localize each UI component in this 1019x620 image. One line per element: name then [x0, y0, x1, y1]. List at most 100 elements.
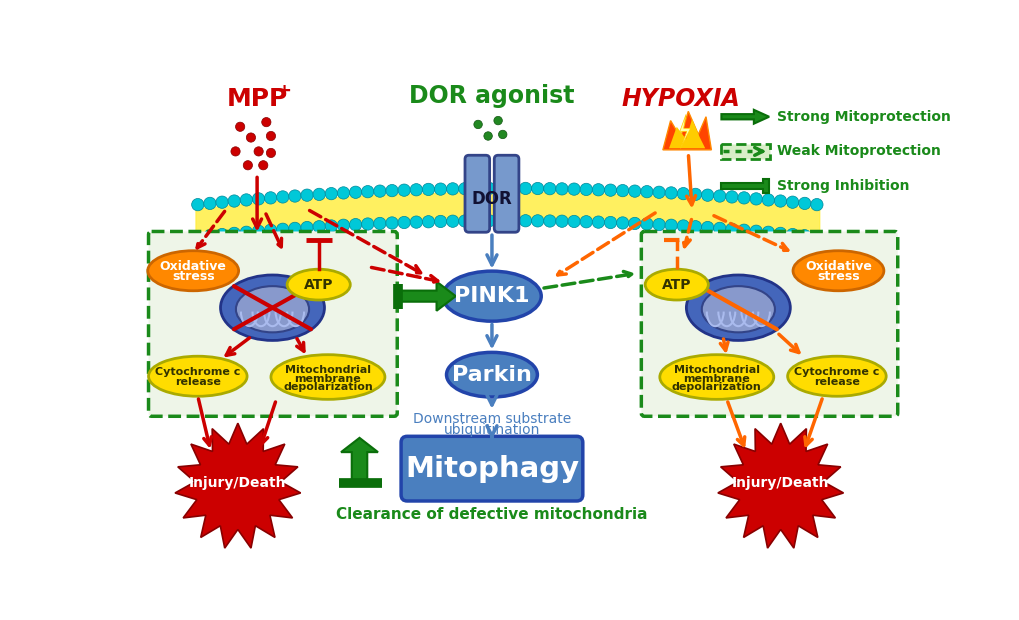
Circle shape	[243, 161, 253, 170]
Circle shape	[373, 217, 385, 229]
FancyBboxPatch shape	[641, 231, 897, 416]
Circle shape	[422, 216, 434, 228]
Text: Mitochondrial: Mitochondrial	[674, 365, 759, 375]
Circle shape	[337, 219, 350, 231]
Polygon shape	[340, 438, 378, 482]
Text: Mitochondrial: Mitochondrial	[284, 365, 371, 375]
Ellipse shape	[645, 269, 707, 300]
Text: DOR agonist: DOR agonist	[409, 84, 574, 108]
Polygon shape	[662, 112, 710, 150]
FancyBboxPatch shape	[465, 155, 489, 232]
Circle shape	[471, 182, 483, 195]
Circle shape	[786, 228, 798, 241]
Circle shape	[325, 220, 337, 232]
Circle shape	[276, 191, 288, 203]
Circle shape	[664, 219, 677, 231]
Circle shape	[276, 223, 288, 236]
Ellipse shape	[442, 271, 541, 321]
Circle shape	[798, 197, 810, 210]
Circle shape	[216, 196, 228, 208]
Circle shape	[652, 218, 664, 231]
Circle shape	[410, 184, 422, 196]
Circle shape	[761, 194, 773, 206]
Circle shape	[288, 190, 301, 202]
Circle shape	[313, 188, 325, 200]
Circle shape	[262, 118, 271, 126]
Circle shape	[810, 231, 822, 243]
Circle shape	[592, 184, 604, 196]
Text: Cytochrome c: Cytochrome c	[155, 366, 240, 376]
Circle shape	[192, 231, 204, 243]
Text: release: release	[813, 376, 859, 387]
Polygon shape	[175, 423, 301, 548]
Circle shape	[555, 215, 568, 228]
Ellipse shape	[235, 286, 309, 332]
Ellipse shape	[659, 355, 773, 399]
Circle shape	[615, 217, 628, 229]
Circle shape	[604, 216, 616, 229]
Text: Oxidative: Oxidative	[160, 260, 226, 273]
Circle shape	[288, 222, 301, 234]
Circle shape	[737, 192, 750, 204]
Circle shape	[580, 216, 592, 228]
FancyBboxPatch shape	[494, 155, 519, 232]
Circle shape	[373, 185, 385, 197]
Circle shape	[266, 148, 275, 157]
Circle shape	[204, 229, 216, 242]
Circle shape	[737, 224, 750, 236]
Circle shape	[640, 185, 652, 198]
Circle shape	[689, 221, 701, 233]
Text: Mitophagy: Mitophagy	[405, 454, 579, 482]
Circle shape	[362, 218, 374, 230]
Circle shape	[483, 182, 495, 195]
Circle shape	[749, 225, 761, 237]
Circle shape	[459, 215, 471, 227]
Circle shape	[483, 132, 492, 140]
Text: depolarization: depolarization	[672, 382, 761, 392]
Circle shape	[628, 217, 640, 229]
Text: Weak Mitoprotection: Weak Mitoprotection	[776, 144, 940, 158]
Circle shape	[555, 183, 568, 195]
Circle shape	[652, 186, 664, 198]
Circle shape	[810, 198, 822, 211]
Circle shape	[506, 215, 519, 227]
Circle shape	[568, 183, 580, 195]
Circle shape	[726, 223, 738, 236]
Circle shape	[568, 215, 580, 228]
Circle shape	[264, 192, 276, 204]
Circle shape	[216, 228, 228, 241]
Circle shape	[798, 229, 810, 242]
Polygon shape	[720, 110, 768, 123]
Circle shape	[494, 182, 506, 195]
Circle shape	[761, 226, 773, 239]
Ellipse shape	[148, 250, 238, 291]
Circle shape	[677, 220, 689, 232]
Text: HYPOXIA: HYPOXIA	[621, 87, 739, 111]
Circle shape	[266, 131, 275, 141]
Circle shape	[471, 215, 483, 227]
Circle shape	[493, 117, 501, 125]
Circle shape	[677, 187, 689, 200]
Circle shape	[531, 215, 543, 227]
Circle shape	[498, 130, 506, 139]
Circle shape	[519, 215, 531, 227]
Circle shape	[604, 184, 616, 197]
Circle shape	[239, 194, 253, 206]
Text: Downstream substrate: Downstream substrate	[413, 412, 571, 427]
Circle shape	[531, 182, 543, 195]
Circle shape	[228, 195, 240, 207]
Ellipse shape	[446, 352, 537, 397]
Text: membrane: membrane	[294, 373, 361, 384]
Ellipse shape	[792, 250, 883, 291]
Circle shape	[259, 161, 268, 170]
Circle shape	[786, 196, 798, 208]
Text: DOR: DOR	[471, 190, 512, 208]
Text: depolarization: depolarization	[283, 382, 373, 392]
Circle shape	[543, 215, 555, 227]
Circle shape	[397, 216, 410, 229]
Circle shape	[543, 182, 555, 195]
Text: ubiquitination: ubiquitination	[443, 423, 540, 437]
Circle shape	[434, 215, 446, 228]
Ellipse shape	[686, 275, 790, 340]
Circle shape	[264, 224, 276, 236]
